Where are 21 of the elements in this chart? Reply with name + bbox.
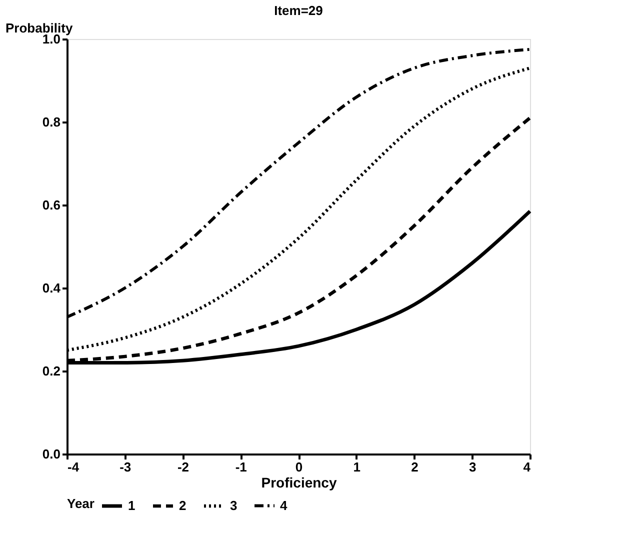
x-tick-label: -3	[120, 460, 132, 474]
y-tick-label: 0.8	[42, 114, 60, 130]
x-tick-label: -1	[235, 460, 247, 474]
legend-label: 3	[230, 498, 238, 513]
y-tick-label: 0.0	[42, 446, 60, 462]
legend-label: 2	[179, 498, 186, 513]
x-tick-label: -4	[68, 460, 80, 474]
x-tick-label: -2	[177, 460, 190, 474]
x-tick-label: 4	[523, 460, 532, 474]
x-tick-label: 1	[353, 460, 360, 474]
x-tick-label: 3	[469, 460, 476, 474]
legend-title: Year	[67, 496, 94, 511]
x-axis-title: Proficiency	[261, 474, 337, 490]
x-tick-label: 0	[295, 460, 303, 474]
legend-label: 1	[128, 498, 136, 513]
chart-title: Item=29	[274, 3, 323, 18]
x-tick-label: 2	[411, 460, 418, 474]
y-tick-label: 0.4	[42, 280, 62, 296]
y-tick-label: 0.6	[42, 198, 60, 212]
legend-label: 4	[280, 498, 288, 513]
y-tick-label: 0.2	[42, 364, 60, 378]
